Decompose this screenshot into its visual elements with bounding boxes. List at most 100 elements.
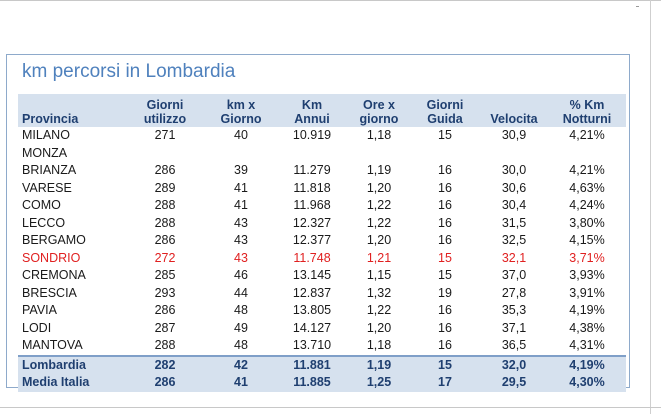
column-header-line: utilizzo	[143, 112, 187, 126]
column-header-velocita: Velocita	[480, 94, 548, 127]
value-cell-km-notturni: 4,63%	[569, 180, 605, 195]
column-header-line: giorno	[359, 112, 399, 126]
column-header-provincia: Provincia	[18, 94, 124, 127]
header-row: Provincia Giorni utilizzo km x Giorno Km Annui…	[18, 94, 626, 127]
value-cell-giorni-guida: 15	[438, 128, 452, 143]
value-cell-km-annui: 13.710	[292, 338, 332, 353]
row-label-cell: VARESE	[22, 180, 72, 195]
value-cell-km-giorno: 42	[206, 354, 276, 374]
value-cell-giorni-utilizzo: 289	[154, 180, 176, 195]
value-cell-km-giorno: 41	[234, 180, 248, 195]
value-cell-giorni-guida: 16	[438, 198, 452, 213]
value-cell-giorni-utilizzo: 286	[154, 303, 176, 318]
value-cell-km-annui: 14.127	[292, 320, 332, 335]
column-header-line: Velocita	[490, 112, 538, 126]
value-cell-km-notturni: 4,31%	[569, 338, 605, 353]
value-cell-km-notturni: 4,15%	[569, 233, 605, 248]
value-cell-km-giorno: 46	[234, 268, 248, 283]
column-header-line: Ore x	[363, 98, 395, 112]
value-cell-velocita	[480, 145, 548, 163]
total-row: Media Italia 286 41 11.885 1,25 17 29,5 4,30%	[18, 374, 626, 392]
value-cell-velocita: 30,0	[501, 163, 527, 178]
value-cell-giorni-guida: 16	[438, 180, 452, 195]
value-cell-km-giorno: 43	[234, 215, 248, 230]
bottom-border-line	[0, 407, 661, 408]
value-cell-ore-giorno: 1,32	[366, 285, 392, 300]
data-table: Provincia Giorni utilizzo km x Giorno Km Annui…	[18, 94, 626, 392]
value-cell-velocita: 30,9	[501, 128, 527, 143]
value-cell-giorni-utilizzo	[124, 145, 206, 163]
value-cell-km-notturni: 4,19%	[548, 354, 626, 374]
value-cell-velocita: 35,3	[501, 303, 527, 318]
value-cell-velocita: 29,5	[480, 374, 548, 392]
value-cell-km-notturni: 4,24%	[569, 198, 605, 213]
table-row: MANTOVA 288 48 13.710 1,18 16 36,5 4,31%	[18, 337, 626, 356]
value-cell-giorni-guida: 17	[410, 374, 480, 392]
value-cell-giorni-utilizzo: 288	[154, 338, 176, 353]
value-cell-velocita: 37,0	[501, 268, 527, 283]
table-row: MONZA	[18, 145, 626, 163]
column-header-giorni-guida: Giorni Guida	[410, 94, 480, 127]
value-cell-velocita: 32,0	[480, 354, 548, 374]
value-cell-velocita: 32,1	[501, 250, 527, 265]
value-cell-giorni-utilizzo: 271	[154, 128, 176, 143]
value-cell-km-notturni	[548, 145, 626, 163]
data-panel: km percorsi in Lombardia Provincia Giorni…	[6, 54, 630, 392]
value-cell-km-annui: 12.327	[292, 215, 332, 230]
row-label-cell: BERGAMO	[22, 233, 86, 248]
value-cell-km-annui: 13.805	[292, 303, 332, 318]
value-cell-giorni-utilizzo: 288	[154, 215, 176, 230]
value-cell-km-notturni: 4,30%	[548, 374, 626, 392]
value-cell-km-notturni: 4,19%	[569, 303, 605, 318]
value-cell-km-annui: 11.279	[293, 163, 331, 178]
column-header-km-notturni: % Km Notturni	[548, 94, 626, 127]
value-cell-giorni-guida: 16	[438, 215, 452, 230]
value-cell-km-annui: 11.818	[293, 180, 331, 195]
column-header-line: Giorni	[146, 98, 184, 112]
column-header-giorni-utilizzo: Giorni utilizzo	[124, 94, 206, 127]
corner-tick-mark	[636, 6, 639, 7]
value-cell-km-giorno: 48	[234, 303, 248, 318]
value-cell-km-annui: 11.881	[276, 354, 348, 374]
value-cell-giorni-guida: 15	[438, 268, 452, 283]
value-cell-giorni-utilizzo: 285	[154, 268, 176, 283]
row-label-cell: LODI	[22, 320, 52, 335]
value-cell-km-giorno: 39	[234, 163, 248, 178]
value-cell-giorni-guida: 16	[438, 320, 452, 335]
value-cell-km-annui: 11.885	[276, 374, 348, 392]
value-cell-km-annui: 12.837	[292, 285, 332, 300]
total-row: Lombardia 282 42 11.881 1,19 15 32,0 4,19%	[18, 354, 626, 374]
value-cell-giorni-utilizzo: 286	[124, 374, 206, 392]
value-cell-ore-giorno: 1,18	[366, 128, 392, 143]
value-cell-km-annui: 11.748	[293, 250, 331, 265]
value-cell-ore-giorno: 1,25	[348, 374, 410, 392]
value-cell-giorni-guida	[410, 145, 480, 163]
column-header-km-giorno: km x Giorno	[206, 94, 276, 127]
table-row: LECCO 288 43 12.327 1,22 16 31,5 3,80%	[18, 215, 626, 233]
value-cell-ore-giorno	[348, 145, 410, 163]
table-title: km percorsi in Lombardia	[22, 61, 236, 82]
value-cell-giorni-guida: 16	[438, 303, 452, 318]
top-border-line	[0, 0, 661, 1]
value-cell-velocita: 31,5	[501, 215, 527, 230]
table-row: LODI 287 49 14.127 1,20 16 37,1 4,38%	[18, 320, 626, 338]
value-cell-giorni-guida: 16	[438, 233, 452, 248]
row-label-cell: MANTOVA	[22, 338, 83, 353]
value-cell-velocita: 30,6	[501, 180, 527, 195]
value-cell-giorni-guida: 15	[438, 250, 452, 265]
value-cell-ore-giorno: 1,20	[366, 180, 392, 195]
value-cell-ore-giorno: 1,22	[366, 303, 392, 318]
column-header-line: km x	[226, 98, 256, 112]
column-header-line: Giorni	[426, 98, 464, 112]
column-header-line: Provincia	[22, 112, 79, 126]
column-header-line: Giorno	[220, 112, 262, 126]
column-header-km-annui: Km Annui	[276, 94, 348, 127]
value-cell-km-giorno: 48	[234, 338, 248, 353]
column-header-line: Annui	[294, 112, 330, 126]
value-cell-giorni-utilizzo: 286	[154, 163, 176, 178]
value-cell-ore-giorno: 1,18	[366, 338, 392, 353]
value-cell-km-notturni: 3,93%	[569, 268, 605, 283]
value-cell-giorni-utilizzo: 287	[154, 320, 176, 335]
value-cell-ore-giorno: 1,15	[366, 268, 392, 283]
value-cell-km-notturni: 3,80%	[569, 215, 605, 230]
